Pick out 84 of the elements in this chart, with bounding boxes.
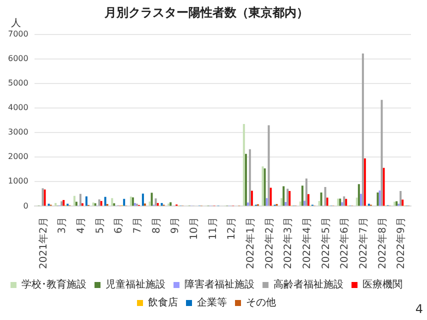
bar xyxy=(282,186,285,206)
y-axis-title: 人 xyxy=(11,18,21,29)
y-tick-label: 5000 xyxy=(8,78,28,88)
bar xyxy=(326,198,328,206)
legend-label: 児童福祉施設 xyxy=(106,278,166,291)
legend-label: 学校･教育施設 xyxy=(22,278,86,291)
bar xyxy=(113,203,116,206)
bar xyxy=(299,202,302,206)
x-tick-label: 6月 xyxy=(114,217,125,234)
legend-label: 医療機関 xyxy=(362,278,402,291)
x-tick-label: 2022年5月 xyxy=(320,217,332,269)
bar xyxy=(318,201,320,206)
y-tick-label: 6000 xyxy=(8,54,28,64)
bar xyxy=(111,198,114,206)
legend-label: 障害者福祉施設 xyxy=(184,278,254,291)
bar xyxy=(104,196,106,206)
x-tick-label: 2022年2月 xyxy=(263,217,276,269)
bar xyxy=(123,198,126,206)
x-tick-label: 2022年9月 xyxy=(395,217,408,269)
x-tick-label: 3月 xyxy=(57,217,68,234)
bar xyxy=(345,198,348,206)
x-tick-label: 9月 xyxy=(170,217,182,234)
x-tick-label: 12月 xyxy=(226,217,238,240)
chart-title: 月別クラスター陽性者数（東京都内） xyxy=(104,5,308,20)
bar xyxy=(360,194,362,206)
bar xyxy=(266,198,268,206)
x-tick-label: 2021年2月 xyxy=(37,217,50,269)
bar xyxy=(307,194,310,206)
bar xyxy=(303,200,306,206)
bar xyxy=(73,196,76,206)
legend-label: 飲食店 xyxy=(148,296,178,309)
x-tick-label: 5月 xyxy=(94,217,106,234)
y-tick-label: 3000 xyxy=(8,128,28,137)
x-tick-label: 2022年8月 xyxy=(376,217,388,269)
legend-label: 高齢者福祉施設 xyxy=(274,278,344,291)
text: 4 xyxy=(415,302,423,316)
bar xyxy=(356,198,358,206)
bar xyxy=(284,202,287,206)
legend-label: その他 xyxy=(246,296,276,309)
bar xyxy=(156,203,159,206)
bar xyxy=(242,124,245,206)
bar xyxy=(400,190,402,206)
bar xyxy=(246,202,249,206)
x-tick-label: 8月 xyxy=(151,217,162,234)
bar xyxy=(358,184,360,206)
x-tick-label: 10月 xyxy=(189,217,200,240)
bar xyxy=(402,200,404,206)
bar xyxy=(244,154,247,206)
bar xyxy=(81,203,84,206)
x-tick-label: 11月 xyxy=(208,217,219,240)
bar xyxy=(380,100,383,206)
bar xyxy=(280,198,283,206)
y-tick-label: 4000 xyxy=(8,103,28,112)
bar xyxy=(382,168,385,206)
x-tick-label: 4月 xyxy=(76,217,88,234)
bar xyxy=(142,194,144,206)
bar xyxy=(79,194,82,206)
bar xyxy=(250,190,253,206)
y-tick-label: 0 xyxy=(23,201,28,210)
bar xyxy=(343,196,346,206)
x-tick-label: 2022年6月 xyxy=(338,217,351,269)
x-tick-label: 2022年1月 xyxy=(244,217,257,269)
bar xyxy=(248,149,251,206)
x-tick-label: 2022年7月 xyxy=(358,217,370,269)
bar xyxy=(305,178,308,206)
bar xyxy=(301,186,304,206)
x-tick-label: 7月 xyxy=(132,217,144,234)
y-tick-label: 2000 xyxy=(8,152,28,162)
x-tick-label: 2022年4月 xyxy=(301,217,314,269)
bar xyxy=(148,202,151,206)
bar xyxy=(268,125,270,206)
bar xyxy=(85,196,88,206)
bar xyxy=(362,54,364,206)
bar xyxy=(270,188,272,206)
bar xyxy=(75,202,78,206)
legend-label: 企業等 xyxy=(197,296,227,309)
y-tick-label: 7000 xyxy=(8,29,28,38)
y-tick-label: 1000 xyxy=(8,176,28,186)
x-tick-label: 2022年3月 xyxy=(282,217,294,269)
bar xyxy=(150,192,153,206)
bar xyxy=(154,198,157,206)
bar xyxy=(364,158,366,206)
bar xyxy=(320,192,322,206)
bar xyxy=(324,187,326,206)
